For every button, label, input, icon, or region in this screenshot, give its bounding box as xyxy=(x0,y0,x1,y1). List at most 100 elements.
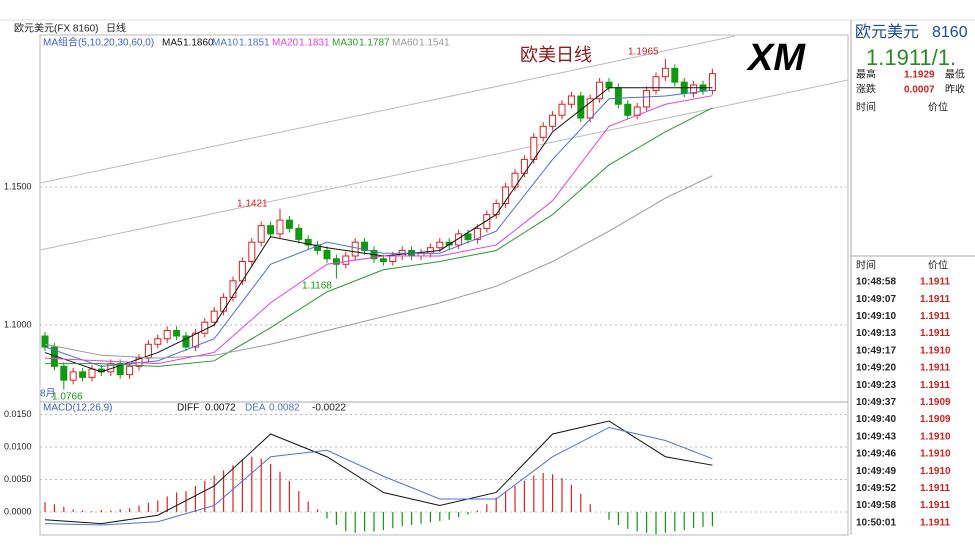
quote-header: 时间 xyxy=(856,101,876,114)
candle-body xyxy=(436,241,444,249)
quote-label: 昨收 xyxy=(945,83,965,96)
tick-time: 10:49:37 xyxy=(856,397,896,408)
tick-time: 10:49:13 xyxy=(856,328,896,339)
line xyxy=(45,107,713,367)
tick-price: 1.1911 xyxy=(920,500,950,511)
candle-body xyxy=(361,241,369,251)
tick-time: 10:49:46 xyxy=(856,449,896,460)
candle-body xyxy=(596,81,604,100)
tick-price: 1.1911 xyxy=(920,277,950,288)
quote-code: 8160 xyxy=(932,24,968,41)
candle-body xyxy=(351,241,359,257)
legend-value: 1.1831 xyxy=(299,38,330,49)
candle-body xyxy=(549,114,557,127)
legend-name: MA60 xyxy=(392,38,419,49)
tick-price: 1.1910 xyxy=(920,449,951,460)
line xyxy=(44,420,713,525)
candle-body xyxy=(389,255,397,263)
tick-time: 10:48:58 xyxy=(856,277,896,288)
tick-price: 1.1911 xyxy=(920,483,950,494)
candle-body xyxy=(558,103,566,116)
candle-body xyxy=(520,158,528,174)
annotation: 1.1421 xyxy=(237,199,268,210)
tick-price: 1.1909 xyxy=(920,397,951,408)
quote-label: 最高 xyxy=(856,68,876,81)
quote-value: 1.1929 xyxy=(904,70,935,81)
candle-body xyxy=(605,81,613,89)
symbol[interactable]: 欧元美元(FX 8160) xyxy=(14,22,98,35)
ticks-header: 价位 xyxy=(928,259,948,272)
ticks-header: 时间 xyxy=(856,259,876,272)
y-tick-label: 0.0100 xyxy=(4,441,32,451)
candle-body xyxy=(229,280,237,298)
legend-value: 0.0082 xyxy=(269,403,300,414)
tick-price: 1.1909 xyxy=(920,414,951,425)
candle-body xyxy=(314,244,322,251)
candle-body xyxy=(41,335,49,348)
candle-body xyxy=(116,363,124,376)
candle-body xyxy=(173,329,181,337)
legend-name: MA20 xyxy=(272,38,299,49)
candle-body xyxy=(492,203,500,216)
y-tick-label: 0.0150 xyxy=(4,409,32,419)
legend-name: DIFF xyxy=(177,403,199,414)
legend-value: 1.1860 xyxy=(183,38,214,49)
candle-body xyxy=(342,255,350,265)
candle-body xyxy=(285,219,293,229)
tick-time: 10:50:01 xyxy=(856,517,896,528)
candle-body xyxy=(79,371,87,378)
candle-body xyxy=(455,233,463,246)
candle-body xyxy=(154,338,162,345)
legend-name: DEA xyxy=(245,403,266,414)
candle-body xyxy=(464,233,472,240)
tick-price: 1.1910 xyxy=(920,466,951,477)
line xyxy=(44,175,713,359)
tick-time: 10:49:43 xyxy=(856,431,896,442)
quote-label: 涨跌 xyxy=(856,83,876,96)
tick-time: 10:49:10 xyxy=(856,311,896,322)
candle-body xyxy=(304,238,312,246)
tick-time: 10:49:58 xyxy=(856,500,896,511)
tick-time: 10:49:49 xyxy=(856,466,896,477)
candle-body xyxy=(502,186,510,205)
candle-body xyxy=(191,332,199,348)
quote-name: 欧元美元 xyxy=(855,23,919,41)
candle-body xyxy=(483,214,491,229)
candle-body xyxy=(624,103,632,116)
tick-price: 1.1910 xyxy=(920,431,951,442)
month-label: 8月 xyxy=(40,388,56,400)
candle-body xyxy=(88,368,96,378)
tick-price: 1.1911 xyxy=(920,328,950,339)
candle-body xyxy=(567,95,575,105)
indicator[interactable]: MA组合(5,10,20,30,60,0) xyxy=(43,36,154,49)
legend-name: MA10 xyxy=(212,38,239,49)
candle-body xyxy=(295,227,303,240)
period[interactable]: 日线 xyxy=(106,22,126,35)
candle-body xyxy=(661,67,669,78)
candle-body xyxy=(577,95,585,119)
line xyxy=(44,95,713,365)
candle-body xyxy=(210,310,218,323)
candle-body xyxy=(220,296,228,312)
candle-body xyxy=(276,219,284,235)
candle-body xyxy=(163,329,171,340)
legend-value: 1.1851 xyxy=(239,38,270,49)
legend-name: MA30 xyxy=(332,38,359,49)
logo: XM xyxy=(746,37,806,79)
annotation: 1.0766 xyxy=(52,392,83,403)
candle-body xyxy=(643,89,651,108)
line xyxy=(44,89,713,367)
candle-body xyxy=(332,258,340,265)
candle-body xyxy=(539,125,547,138)
candle-body xyxy=(473,227,481,240)
candle-body xyxy=(69,371,77,381)
tick-price: 1.1911 xyxy=(920,294,950,305)
tick-price: 1.1911 xyxy=(920,363,950,374)
macd-title[interactable]: MACD(12,26,9) xyxy=(43,403,112,414)
y-tick-label: 1.1000 xyxy=(4,319,32,329)
tick-price: 1.1911 xyxy=(920,517,950,528)
candle-body xyxy=(426,247,434,254)
tick-time: 10:49:52 xyxy=(856,483,896,494)
